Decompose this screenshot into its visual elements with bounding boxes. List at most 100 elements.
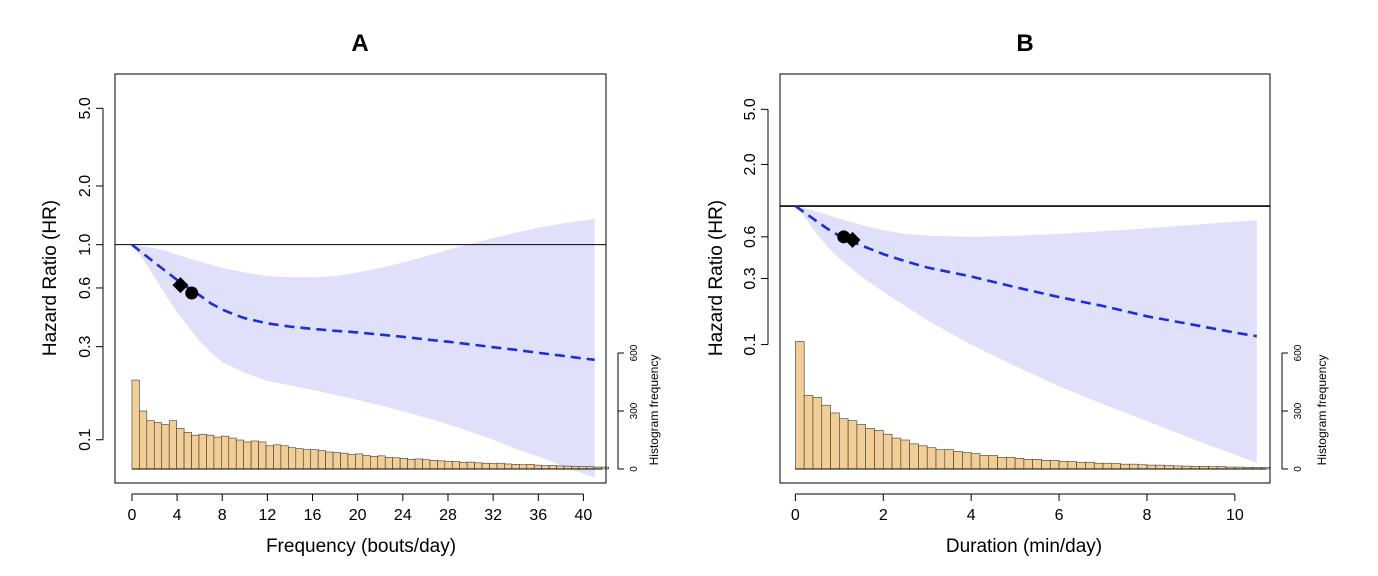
histogram-bar [370,456,379,470]
panel-b-histogram-axis-label: Histogram frequency [1315,355,1329,466]
panel-a-x-axis-label: Frequency (bouts/day) [266,536,456,557]
histogram-bar [451,461,461,470]
histogram-bar [466,461,475,470]
histogram-bar [280,445,289,470]
histogram-bar [295,448,304,470]
histogram-bar [504,463,513,470]
panel-a-histogram-axis: 0 300 600 [617,344,640,472]
y-tick-label: 2.0 [742,153,759,175]
histogram-bar [600,466,610,470]
histogram-bar [997,457,1007,470]
histogram-bar [474,462,483,470]
panel-a-hr-curve [131,243,595,362]
histogram-bar [146,420,155,470]
histogram-bar [399,458,408,470]
histogram-bar [407,459,416,470]
y-tick-label: 0.3 [77,335,94,357]
panel-b-hr-curve [794,205,1258,338]
histogram-bar [533,464,542,470]
histogram-bar [168,420,177,470]
diamond-marker [844,231,861,248]
confidence-band-area [131,218,595,478]
histogram-bar [511,464,520,470]
histogram-bar [131,379,140,470]
histogram-bar [1049,459,1060,470]
histogram-bar [1111,463,1121,470]
histogram-bar [183,431,192,470]
panel-a-y-axis-label: Hazard Ratio (HR) [40,200,61,356]
histogram-bar [288,447,297,470]
x-tick-label: 6 [1055,507,1064,524]
panel-a-plot-frame [114,73,607,484]
histogram-bar [909,443,919,470]
histogram-bar [153,422,163,470]
panel-b-title: B [1016,30,1033,57]
x-tick-label: 24 [394,507,412,524]
histogram-bar [795,341,805,470]
x-tick-label: 2 [879,507,888,524]
histogram-bar [340,452,349,470]
y-tick-label: 0.6 [742,226,759,248]
histogram-bar [847,420,858,470]
panel-a-x-axis: 0 4 8 12 16 20 24 28 32 36 40 [127,493,593,524]
histogram-bar [459,461,468,470]
x-tick-label: 4 [967,507,976,524]
histogram-bar [1120,463,1130,470]
x-tick-label: 36 [529,507,547,524]
histogram-bar [139,410,148,470]
histogram-bar [865,428,875,470]
panel-b-x-axis: 0 2 4 6 8 10 [791,493,1244,524]
histogram-bar [935,449,946,470]
panel-a-confidence-band [131,218,595,478]
panel-b-x-axis-label: Duration (min/day) [946,536,1102,557]
histogram-bar [422,459,431,470]
histogram-bar [377,455,386,470]
histogram-bar [1155,464,1165,470]
histogram-bar [265,445,274,470]
histogram-bar [392,457,401,470]
histogram-bar [496,462,505,470]
y-tick-label: 5.0 [742,98,759,120]
histogram-bar [1137,464,1148,470]
histogram-bar [429,459,438,470]
histogram-tick-label: 0 [629,466,640,472]
circle-marker [185,286,199,300]
histogram-bar [444,460,453,470]
histogram-tick-label: 300 [1293,402,1304,419]
panel-b-markers [837,230,861,248]
histogram-bar [1085,461,1095,470]
histogram-bar [812,397,823,470]
panel-b-confidence-band [795,206,1257,463]
histogram-bar [1032,459,1042,470]
histogram-bar [882,433,893,470]
histogram-bar [355,453,364,470]
histogram-bar [1146,464,1157,470]
histogram-bar [206,434,215,470]
histogram-bar [891,437,902,470]
histogram-bar [481,462,490,470]
x-tick-label: 0 [127,507,136,524]
histogram-bar [526,464,535,470]
histogram-bar [803,395,814,470]
hr-curve-line [794,205,1258,338]
histogram-bar [1067,461,1077,470]
histogram-bar [221,435,230,470]
panel-b-y-axis-label: Hazard Ratio (HR) [706,200,727,356]
histogram-bar [944,449,954,470]
x-tick-label: 16 [304,507,322,524]
panel-a-histogram-axis-label: Histogram frequency [647,355,661,466]
histogram-bar [176,428,185,470]
histogram-bar [962,452,972,470]
panel-a: A 0 4 8 12 16 20 24 28 32 36 40 0.1 0.3 0.6 1.0 2.0 5.0… [40,30,661,557]
histogram-bar [1164,465,1174,470]
histogram-bar [1076,461,1086,470]
histogram-bar [258,441,267,470]
histogram-bar [489,463,498,470]
y-tick-label: 0.1 [77,429,94,451]
panel-b-histogram-axis: 0 300 600 [1281,344,1304,472]
histogram-bar [317,450,326,470]
x-tick-label: 40 [575,507,593,524]
histogram-bar [1014,458,1025,470]
histogram-bar [548,465,557,470]
histogram-bar [970,453,981,470]
